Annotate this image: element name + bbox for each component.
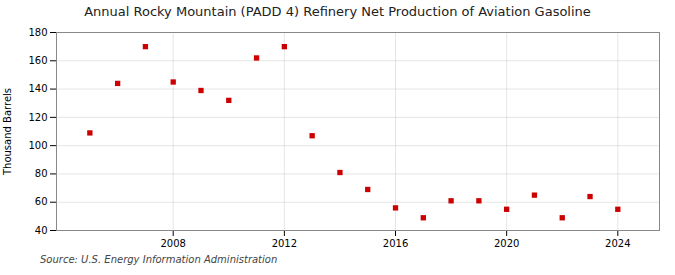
svg-text:2016: 2016 <box>383 238 408 249</box>
svg-text:2008: 2008 <box>160 238 185 249</box>
html-text:Source: U.S. Energy Informatio: Source: U.S. Energy Information Administ… <box>40 254 278 265</box>
html-text:Annual Rocky Mountain (PADD 4): Annual Rocky Mountain (PADD 4) Refinery … <box>84 4 591 19</box>
svg-text:2024: 2024 <box>605 238 630 249</box>
svg-text:2012: 2012 <box>272 238 297 249</box>
svg-text:60: 60 <box>35 196 48 207</box>
svg-text:80: 80 <box>35 168 48 179</box>
svg-text:120: 120 <box>28 112 47 123</box>
svg-text:140: 140 <box>28 83 47 94</box>
svg-text:40: 40 <box>35 225 48 236</box>
svg-text:Thousand Barrels: Thousand Barrels <box>2 88 13 176</box>
svg-text:100: 100 <box>28 140 47 151</box>
svg-text:2020: 2020 <box>494 238 519 249</box>
svg-text:160: 160 <box>28 55 47 66</box>
svg-text:180: 180 <box>28 27 47 38</box>
